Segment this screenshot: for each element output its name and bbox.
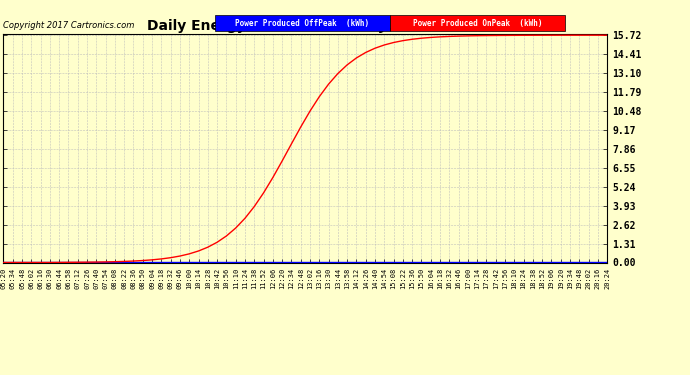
Text: Power Produced OnPeak  (kWh): Power Produced OnPeak (kWh) [413, 19, 542, 28]
Text: Power Produced OffPeak  (kWh): Power Produced OffPeak (kWh) [235, 19, 369, 28]
Title: Daily Energy Production Wed Jul 5 20:26: Daily Energy Production Wed Jul 5 20:26 [147, 19, 464, 33]
Text: Copyright 2017 Cartronics.com: Copyright 2017 Cartronics.com [3, 21, 135, 30]
FancyBboxPatch shape [215, 15, 390, 32]
FancyBboxPatch shape [390, 15, 565, 32]
